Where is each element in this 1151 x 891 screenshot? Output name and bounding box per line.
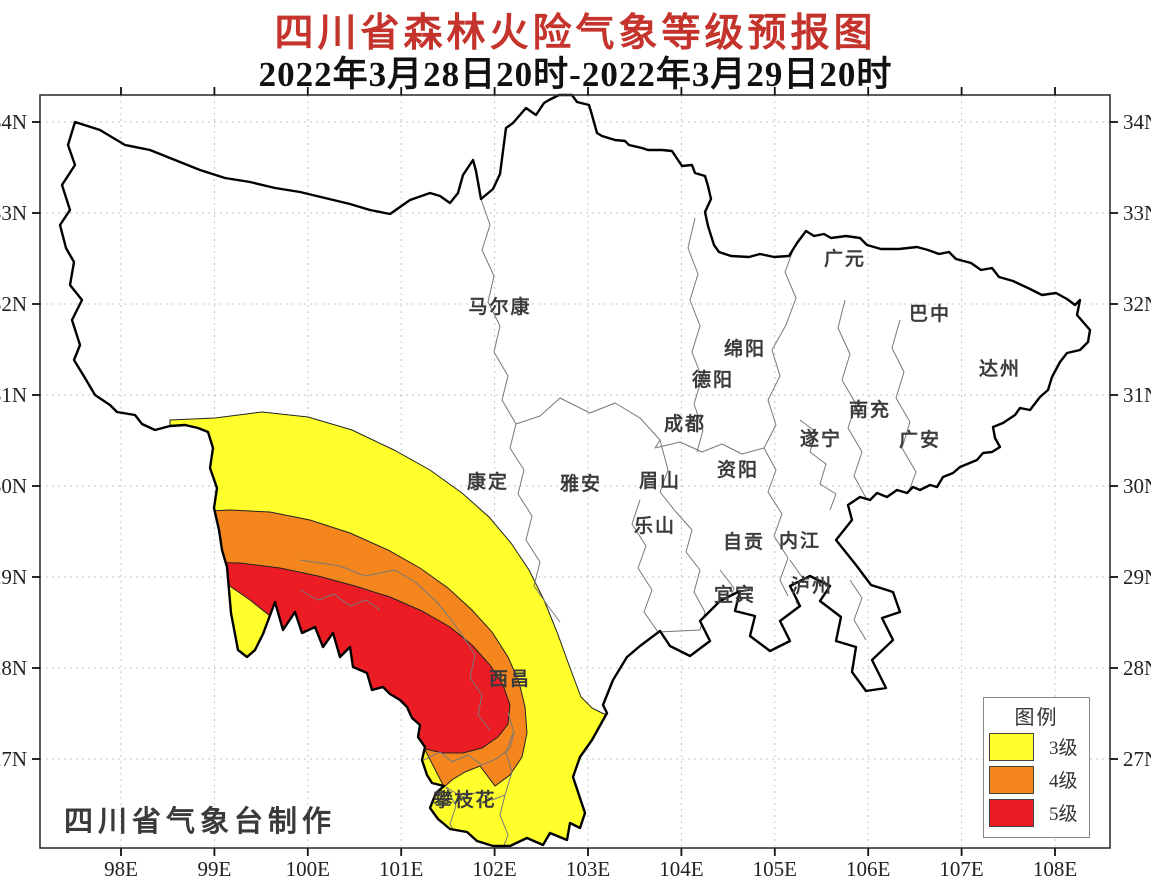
legend-swatch (989, 765, 1034, 794)
city-label-资阳: 资阳 (717, 458, 759, 481)
lat-tick-label-left: 28N (0, 656, 27, 680)
city-label-南充: 南充 (849, 398, 891, 421)
city-label-达州: 达州 (979, 357, 1021, 380)
lat-tick-label-right: 33N (1123, 201, 1151, 225)
city-label-巴中: 巴中 (909, 302, 951, 325)
lon-tick-label: 103E (566, 857, 610, 881)
lon-tick-label: 108E (1033, 857, 1077, 881)
lon-tick-label: 106E (846, 857, 890, 881)
city-label-内江: 内江 (779, 529, 821, 552)
city-label-绵阳: 绵阳 (724, 337, 766, 360)
page-subtitle: 2022年3月28日20时-2022年3月29日20时 (258, 55, 893, 94)
lat-tick-label-left: 34N (0, 110, 27, 134)
lat-tick-label-left: 29N (0, 565, 27, 589)
lat-tick-label-left: 31N (0, 383, 27, 407)
credit-text: 四川省气象台制作 (64, 806, 337, 838)
lat-tick-label-left: 30N (0, 474, 27, 498)
lon-tick-label: 102E (472, 857, 516, 881)
legend-row: 5级 (984, 796, 1089, 829)
province-border (58, 93, 1092, 848)
legend-body: 3级 4级 5级 (984, 730, 1089, 829)
lon-tick-label: 105E (753, 857, 797, 881)
lon-tick-label: 98E (104, 857, 138, 881)
city-label-德阳: 德阳 (692, 368, 734, 391)
lat-tick-label-right: 28N (1123, 656, 1151, 680)
lon-tick-label: 101E (379, 857, 423, 881)
legend: 图例 3级 4级 5级 (983, 697, 1090, 838)
city-label-遂宁: 遂宁 (800, 427, 842, 450)
lat-tick-label-left: 32N (0, 292, 27, 316)
city-label-广安: 广安 (899, 428, 941, 451)
city-label-西昌: 西昌 (489, 668, 531, 690)
legend-row: 4级 (984, 763, 1089, 796)
axis-labels: 98E 99E 100E 101E 102E 103E 104E 105E 106E 107E 10… (0, 110, 1151, 881)
city-label-雅安: 雅安 (560, 472, 602, 495)
legend-swatch (989, 732, 1034, 761)
city-label-成都: 成都 (664, 412, 706, 435)
legend-title: 图例 (1014, 707, 1059, 729)
city-label-泸州: 泸州 (791, 575, 833, 597)
city-label-马尔康: 马尔康 (468, 295, 531, 318)
lat-tick-label-left: 33N (0, 201, 27, 225)
plot-frame (39, 94, 1111, 849)
legend-row: 3级 (984, 730, 1089, 763)
legend-label: 5级 (1049, 804, 1078, 825)
city-label-攀枝花: 攀枝花 (433, 788, 496, 811)
lon-tick-label: 107E (939, 857, 983, 881)
legend-label: 4级 (1049, 771, 1078, 792)
lat-tick-label-right: 34N (1123, 110, 1151, 134)
lat-tick-label-right: 29N (1123, 565, 1151, 589)
city-label-宜宾: 宜宾 (714, 583, 756, 606)
city-label-康定: 康定 (467, 470, 509, 493)
lat-tick-label-right: 30N (1123, 474, 1151, 498)
lat-tick-label-right: 31N (1123, 383, 1151, 407)
axis-ticks (32, 87, 1118, 856)
province-area (60, 95, 1090, 846)
lat-tick-label-left: 27N (0, 747, 27, 771)
lon-tick-label: 99E (197, 857, 231, 881)
lon-tick-label: 100E (286, 857, 330, 881)
city-label-广元: 广元 (824, 247, 866, 270)
legend-swatch (989, 798, 1034, 827)
page-title: 四川省森林火险气象等级预报图 (274, 12, 877, 55)
lat-tick-label-right: 27N (1123, 747, 1151, 771)
city-label-乐山: 乐山 (634, 515, 676, 537)
city-label-自贡: 自贡 (723, 530, 765, 553)
lat-tick-label-right: 32N (1123, 292, 1151, 316)
city-label-眉山: 眉山 (639, 470, 681, 492)
legend-label: 3级 (1049, 738, 1078, 759)
lon-tick-label: 104E (659, 857, 703, 881)
